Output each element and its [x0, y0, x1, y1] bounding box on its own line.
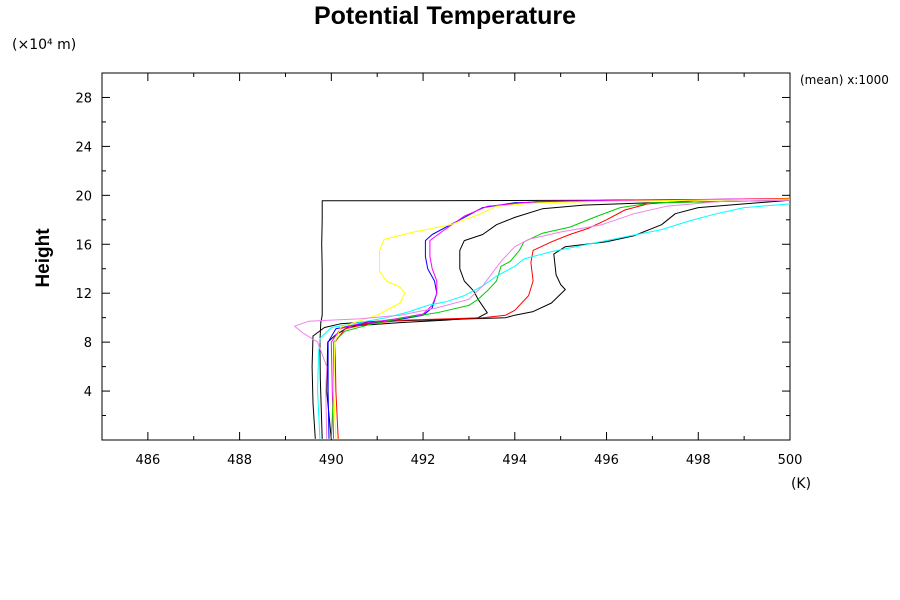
series-group	[294, 197, 791, 439]
plot-frame	[101, 72, 791, 441]
y-tick-label: 24	[75, 140, 92, 155]
x-unit-label: (K)	[791, 476, 811, 492]
y-tick-label: 4	[84, 385, 92, 400]
x-tick-label: 488	[227, 453, 252, 468]
series-line-2	[326, 199, 791, 439]
chart-title: Potential Temperature	[314, 2, 576, 30]
x-tick-label: 492	[411, 453, 436, 468]
series-line-10	[294, 199, 791, 439]
y-tick-label: 28	[75, 91, 92, 106]
series-line-3	[319, 198, 791, 439]
y-unit-label: (×10⁴ m)	[12, 37, 76, 53]
x-tick-label: 498	[686, 453, 711, 468]
y-tick-label: 12	[75, 287, 92, 302]
axis-ticks: 486 488 490 492 494 496 498 500 4 8 12 16 20 24 28	[75, 73, 802, 468]
series-line-4	[327, 198, 791, 439]
x-tick-label: 486	[135, 453, 160, 468]
series-line-7	[330, 199, 791, 439]
y-tick-label: 20	[75, 189, 92, 204]
x-tick-label: 494	[502, 453, 527, 468]
x-tick-label: 500	[778, 453, 803, 468]
x-tick-label: 490	[319, 453, 344, 468]
mean-note: (mean) x:1000	[800, 73, 889, 87]
series-line-9	[333, 198, 791, 439]
y-tick-label: 16	[75, 238, 92, 253]
series-line-6	[334, 197, 791, 439]
series-line-1	[311, 199, 791, 439]
x-tick-label: 496	[594, 453, 619, 468]
y-axis-label: Height	[33, 228, 54, 288]
y-tick-label: 8	[84, 336, 92, 351]
